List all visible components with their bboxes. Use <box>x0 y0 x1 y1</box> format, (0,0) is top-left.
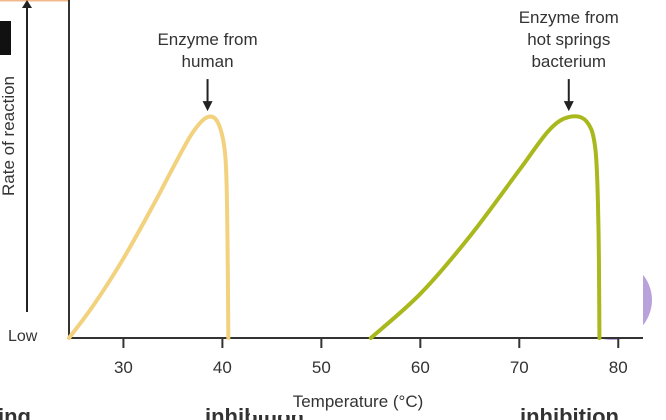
y-axis-arrowhead-icon <box>22 0 32 8</box>
arrow-down-icon <box>202 101 213 112</box>
background-fragment-bottom-left: ing <box>0 404 31 420</box>
series-label-1: hot springs <box>527 30 610 49</box>
arrow-down-icon <box>563 101 574 112</box>
x-tick-label: 30 <box>114 358 133 377</box>
series-label-1: Enzyme from <box>519 8 619 27</box>
series-line-0 <box>67 114 231 340</box>
series-label-1: bacterium <box>531 52 606 71</box>
background-fragment-bottom-right: inhibition <box>520 404 619 420</box>
x-tick-label: 70 <box>510 358 529 377</box>
x-tick-label: 50 <box>312 358 331 377</box>
y-low-label: Low <box>8 328 38 345</box>
x-axis-label: Temperature (°C) <box>293 392 424 411</box>
series-label-0: human <box>182 52 234 71</box>
series-line-1 <box>368 114 602 340</box>
x-tick-label: 80 <box>609 358 628 377</box>
x-tick-label: 40 <box>213 358 232 377</box>
series-label-0: Enzyme from <box>157 30 257 49</box>
background-black-block <box>0 21 11 55</box>
x-tick-label: 60 <box>411 358 430 377</box>
plot-area <box>69 0 643 338</box>
y-axis-label: Rate of reaction <box>0 76 18 196</box>
